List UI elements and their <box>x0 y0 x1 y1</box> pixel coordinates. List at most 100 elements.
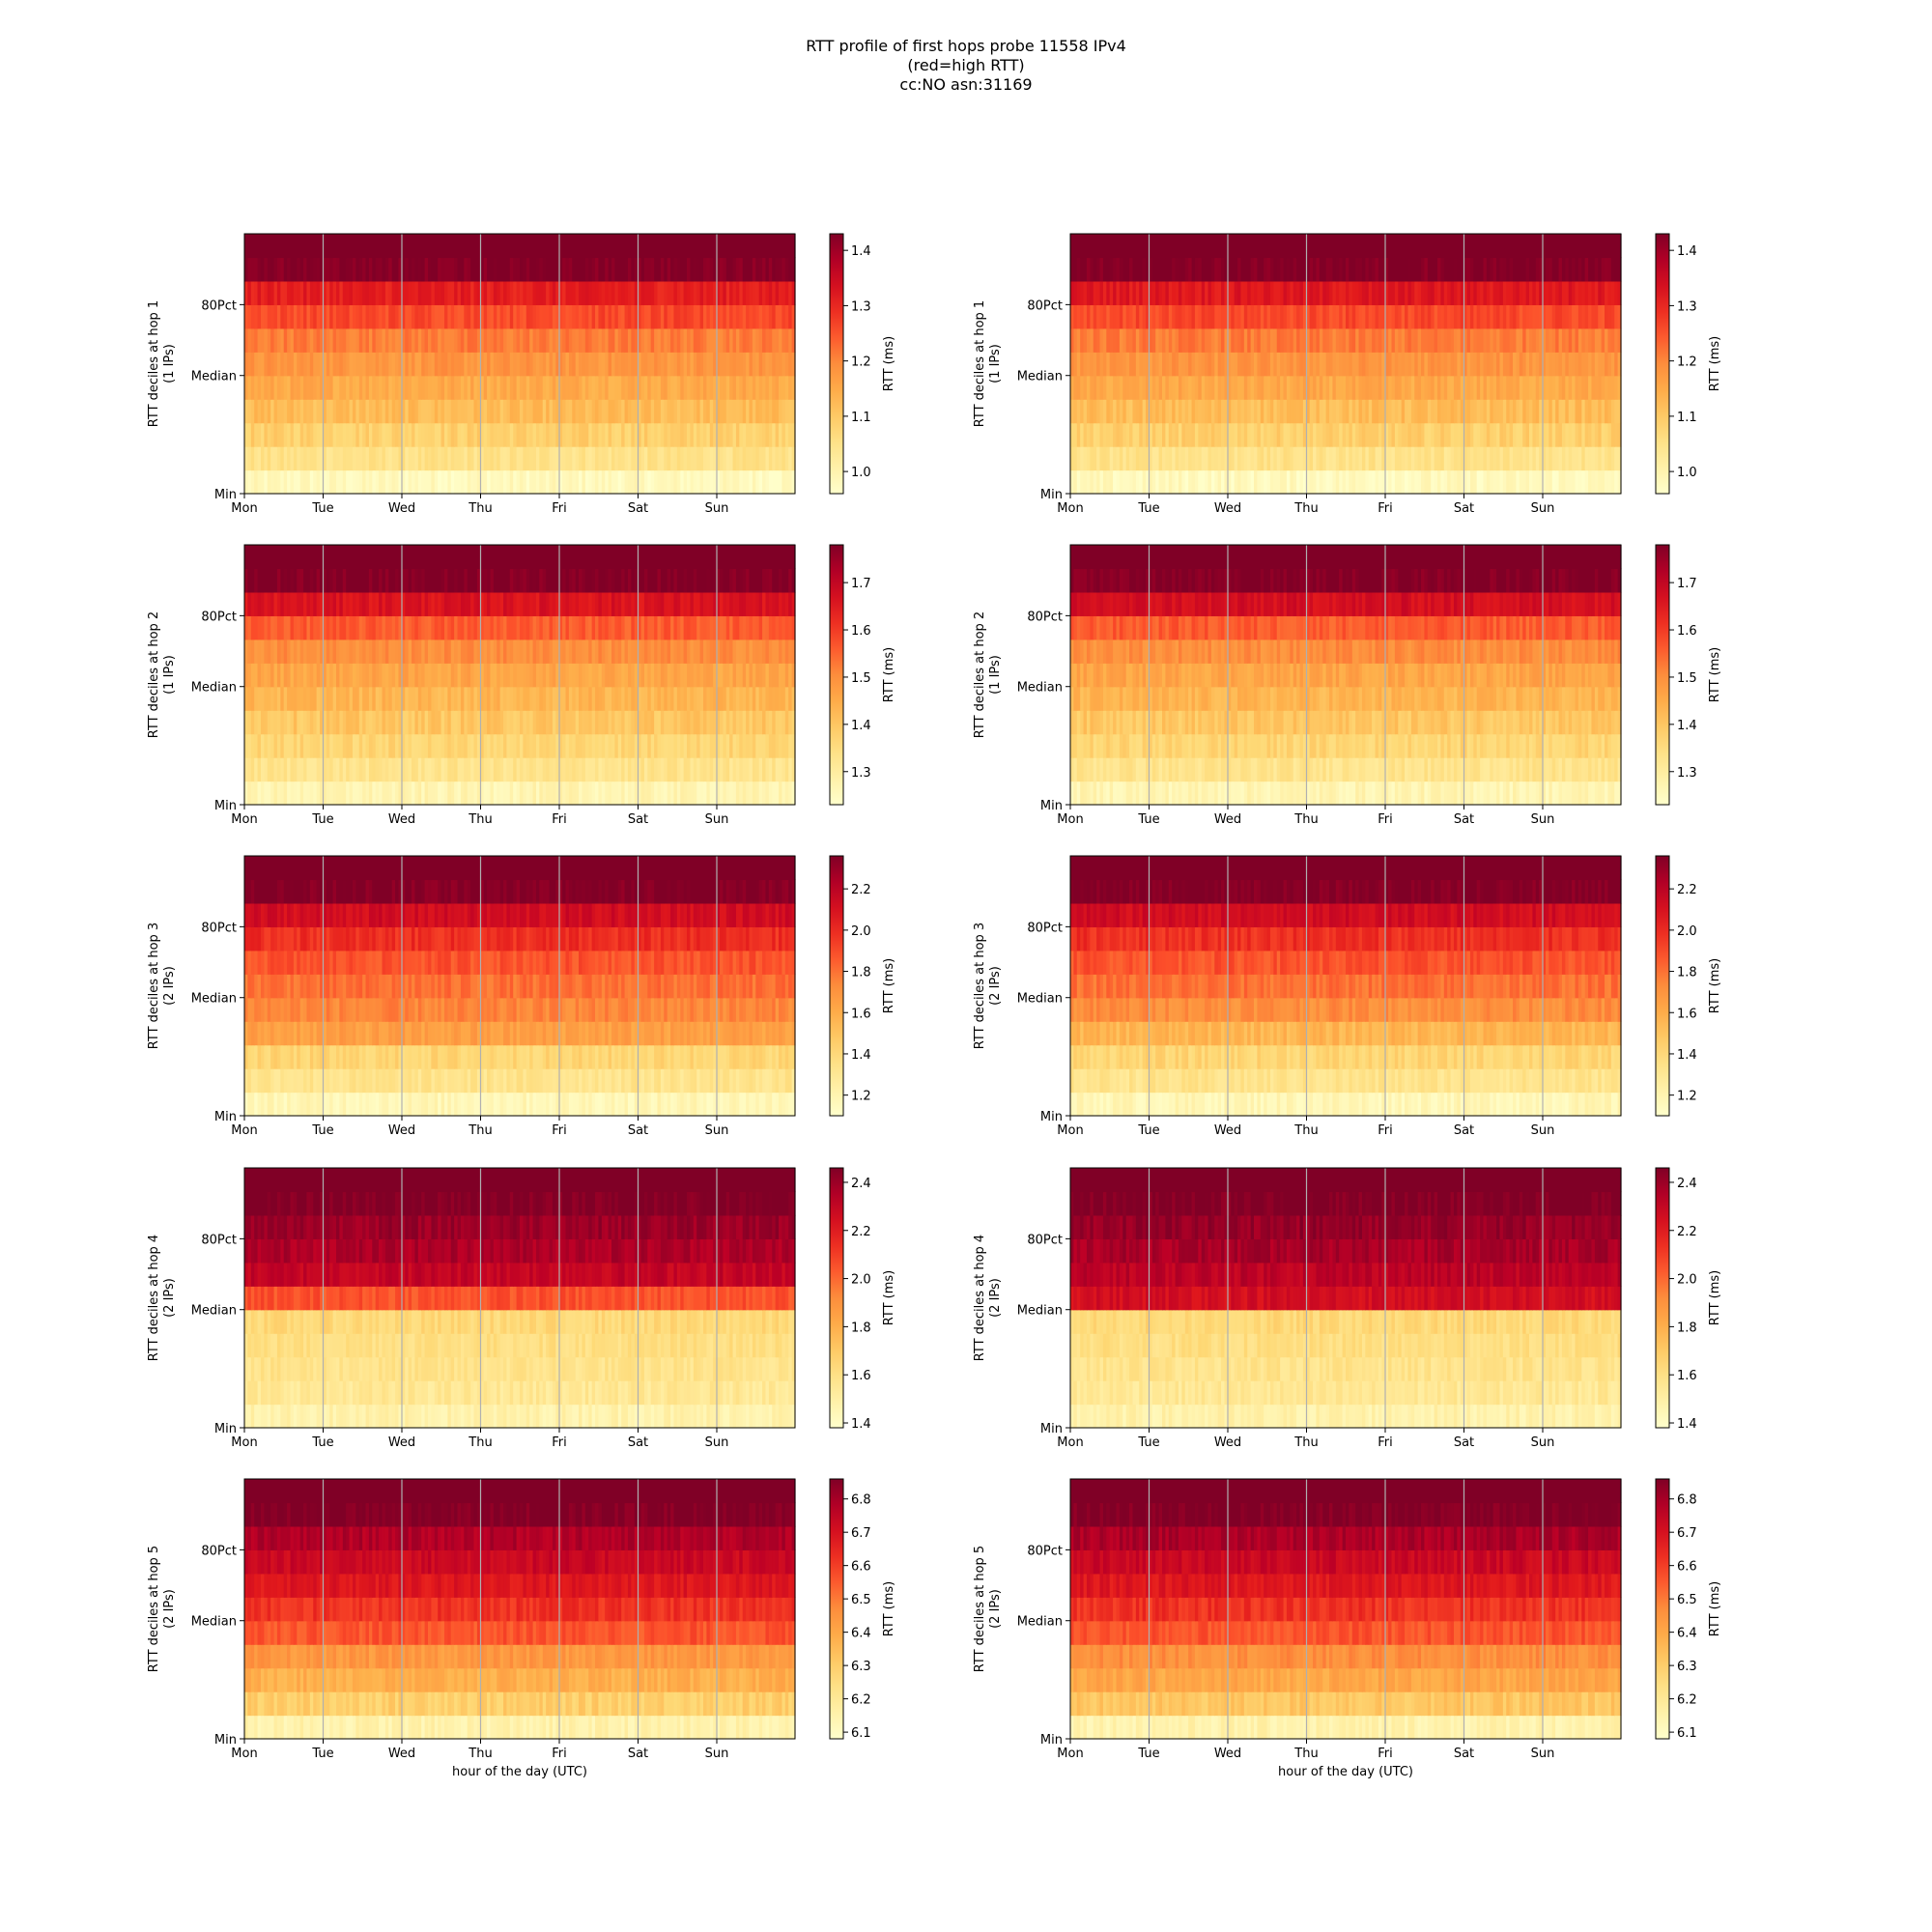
heatmap-cell <box>703 446 707 471</box>
heatmap-cell <box>313 686 318 711</box>
heatmap-cell <box>775 304 780 329</box>
heatmap-cell <box>558 733 563 758</box>
heatmap-cell <box>719 399 724 424</box>
heatmap-cell <box>326 663 330 688</box>
heatmap-cell <box>428 327 432 353</box>
heatmap-cell <box>1361 399 1366 424</box>
heatmap-cell <box>1447 304 1452 329</box>
heatmap-cell <box>555 375 560 400</box>
heatmap-cell <box>1243 399 1248 424</box>
heatmap-cell <box>1080 422 1085 447</box>
heatmap-cell <box>788 375 793 400</box>
heatmap-cell <box>1502 352 1507 377</box>
heatmap-cell <box>1539 304 1544 329</box>
heatmap-cell <box>621 446 626 471</box>
heatmap-cell <box>582 733 586 758</box>
heatmap-cell <box>565 686 570 711</box>
heatmap-cell <box>1188 234 1193 259</box>
heatmap-cell <box>676 757 681 782</box>
heatmap-cell <box>339 615 344 640</box>
heatmap-cell <box>1260 280 1264 305</box>
heatmap-cell <box>779 469 783 495</box>
heatmap-cell <box>631 639 636 664</box>
heatmap-cell <box>781 781 786 806</box>
heatmap-cell <box>382 757 386 782</box>
heatmap-cell <box>346 399 351 424</box>
heatmap-cell <box>621 234 626 259</box>
heatmap-cell <box>424 757 429 782</box>
heatmap-cell <box>788 639 793 664</box>
heatmap-cell <box>358 304 363 329</box>
heatmap-cell <box>1146 375 1151 400</box>
heatmap-cell <box>1329 422 1334 447</box>
heatmap-cell <box>497 257 501 282</box>
heatmap-cell <box>1577 304 1582 329</box>
heatmap-cell <box>503 375 508 400</box>
heatmap-cell <box>254 327 259 353</box>
heatmap-cell <box>1610 352 1615 377</box>
heatmap-cell <box>257 352 262 377</box>
heatmap-cell <box>483 304 488 329</box>
heatmap-cell <box>499 234 504 259</box>
heatmap-cell <box>443 639 448 664</box>
heatmap-cell <box>654 304 659 329</box>
heatmap-cell <box>506 663 511 688</box>
heatmap-cell <box>1090 280 1094 305</box>
heatmap-cell <box>336 781 340 806</box>
heatmap-cell <box>254 234 259 259</box>
heatmap-cell <box>447 234 452 259</box>
heatmap-cell <box>1513 399 1518 424</box>
heatmap-cell <box>1506 304 1511 329</box>
heatmap-cell <box>460 781 465 806</box>
heatmap-cell <box>624 304 629 329</box>
heatmap-cell <box>1306 304 1311 329</box>
heatmap-cell <box>1434 257 1438 282</box>
heatmap-cell <box>775 733 780 758</box>
heatmap-cell <box>768 304 773 329</box>
heatmap-cell <box>775 469 780 495</box>
heatmap-cell <box>1205 399 1209 424</box>
heatmap-cell <box>250 352 255 377</box>
heatmap-cell <box>1561 352 1566 377</box>
heatmap-cell <box>1264 327 1268 353</box>
heatmap-cell <box>755 446 760 471</box>
heatmap-cell <box>1466 304 1471 329</box>
heatmap-cell <box>405 757 410 782</box>
heatmap-cell <box>375 422 380 447</box>
heatmap-cell <box>520 327 524 353</box>
heatmap-cell <box>546 234 551 259</box>
heatmap-cell <box>1535 446 1540 471</box>
heatmap-cell <box>499 663 504 688</box>
heatmap-cell <box>699 304 704 329</box>
heatmap-cell <box>1361 234 1366 259</box>
heatmap-cell <box>539 639 544 664</box>
heatmap-cell <box>1584 257 1589 282</box>
heatmap-cell <box>306 375 311 400</box>
heatmap-cell <box>716 352 721 377</box>
heatmap-cell <box>765 304 770 329</box>
heatmap-cell <box>1306 327 1311 353</box>
heatmap-cell <box>428 399 432 424</box>
heatmap-cell <box>699 257 704 282</box>
heatmap-cell <box>1283 422 1288 447</box>
heatmap-cell <box>640 327 645 353</box>
heatmap-cell <box>565 469 570 495</box>
heatmap-cell <box>421 469 426 495</box>
heatmap-cell <box>654 352 659 377</box>
heatmap-cell <box>421 352 426 377</box>
heatmap-cell <box>339 234 344 259</box>
heatmap-cell <box>1391 304 1396 329</box>
heatmap-cell <box>493 327 497 353</box>
heatmap-cell <box>1486 446 1491 471</box>
heatmap-cell <box>1610 257 1615 282</box>
heatmap-cell <box>591 257 596 282</box>
heatmap-cell <box>417 781 422 806</box>
heatmap-cell <box>513 234 518 259</box>
heatmap-cell <box>768 757 773 782</box>
heatmap-cell <box>352 399 356 424</box>
heatmap-cell <box>1296 234 1301 259</box>
heatmap-cell <box>1417 352 1422 377</box>
heatmap-cell <box>1299 257 1304 282</box>
heatmap-cell <box>1490 327 1494 353</box>
heatmap-cell <box>1473 280 1478 305</box>
